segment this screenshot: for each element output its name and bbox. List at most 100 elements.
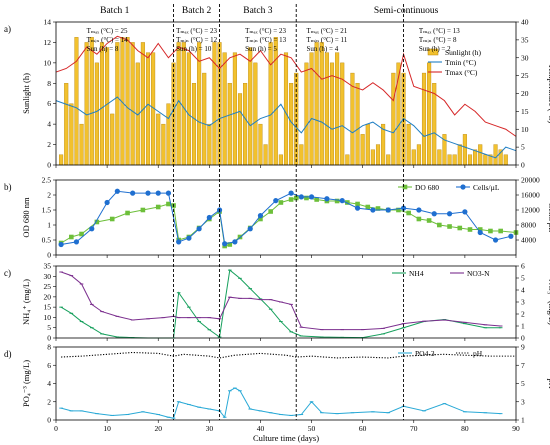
sunlight-bar [273,37,278,166]
y-left-tick-label: 6 [47,361,51,370]
series-point-0 [426,218,432,223]
sunlight-bar [360,134,365,166]
series-line-1 [61,351,516,359]
series-point-1 [288,190,294,196]
series-point-0 [488,228,493,234]
y-left-tick-label: 0 [47,416,51,425]
series-point-1 [257,213,264,219]
legend-label: NO3-N [467,269,490,278]
y-right-tick-label: 6 [521,262,525,271]
sunlight-bar [253,62,258,166]
series-point-0 [166,201,171,207]
sunlight-bar [304,62,309,166]
sunlight-bar [411,149,416,166]
sunlight-bar [186,52,191,166]
plot-frame [55,265,517,339]
sunlight-bar [110,113,115,166]
sunlight-bar [191,83,197,166]
sunlight-bar [222,52,227,166]
sunlight-bar [64,83,69,166]
y-right-tick-label: 20 [521,89,529,98]
sunlight-bar [314,42,319,166]
annotation-sun: Sun (h) = 10 [176,45,212,53]
y-axis-label-left: OD 680 nm [21,197,31,238]
series-point-1 [339,198,345,204]
y-left-tick-label: 20 [44,292,52,301]
x-tick-label: 0 [54,424,58,433]
sunlight-bar [243,83,248,166]
sunlight-bar [370,149,375,166]
y-axis-label-left: PO₄⁻³ (mg/L) [21,360,31,407]
legend-marker [402,184,408,190]
series-point-1 [385,207,391,213]
sunlight-bar [258,123,263,166]
y-left-tick-label: 15 [44,303,52,312]
series-point-1 [222,241,228,247]
phase-title-1: Batch 2 [182,6,212,16]
series-point-0 [467,227,473,232]
series-point-0 [375,206,381,211]
legend-label: NH4 [409,269,424,278]
legend: NH4 NO3-N [392,269,490,278]
sunlight-bar [299,144,304,166]
y-right-tick-label: 5 [521,274,525,283]
legend-label: DO 680 [415,183,439,192]
annotation-sun: Sun (h) = 8 [87,45,119,53]
plot-frame [55,179,517,256]
y-left-tick-label: 14 [44,18,52,27]
sunlight-bar [89,37,94,166]
sunlight-bar [483,154,488,166]
y-right-tick-label: 9 [521,343,525,352]
sunlight-bar [503,154,508,166]
series-point-0 [94,219,100,225]
x-axis-label: Culture time (days) [253,433,319,443]
sunlight-bar [467,154,473,166]
series-point-0 [278,200,284,205]
x-tick-label: 50 [308,424,316,433]
y-axis-label-left: Sunlight (h) [21,73,31,114]
y-axis-label-right: Cells/µL [547,203,550,233]
panel-c: c)NH₄⁺ (mg/L) NO₃⁻ (mg/L)0510152025303501… [4,262,550,343]
series-point-1 [400,205,407,211]
series-point-1 [73,239,80,245]
sunlight-bar [99,42,105,166]
x-tick-label: 40 [257,424,265,433]
y-left-tick-label: 1 [47,221,51,230]
series-point-1 [186,235,192,241]
y-left-tick-label: 25 [44,282,52,291]
series-point-0 [477,227,483,232]
sunlight-bar [324,52,329,166]
y-right-tick-label: 15 [521,107,529,116]
legend-label: Tmin (°C) [445,58,477,67]
series-point-1 [165,190,172,196]
series-point-0 [69,234,74,240]
sunlight-bar [79,123,84,166]
series-point-0 [125,210,130,216]
series-point-0 [345,200,350,205]
sunlight-bar [237,93,243,166]
series-line-0 [55,96,517,159]
series-point-1 [273,198,279,204]
y-left-tick-label: 4 [47,120,51,129]
y-right-tick-label: 3 [521,397,525,406]
y-left-tick-label: 12 [44,38,52,47]
y-left-tick-label: 8 [47,79,51,88]
sunlight-bar [345,154,350,166]
series-point-0 [416,216,422,222]
y-right-tick-label: 40 [521,18,529,27]
y-right-tick-label: 16000 [521,191,540,200]
annotation-sun: Sun (h) = 5 [245,45,277,53]
y-left-tick-label: 0 [47,251,51,260]
legend: PO4-3 pH [398,349,483,358]
legend-label: Sunlight (h) [445,48,482,57]
y-left-tick-label: 1.5 [42,206,52,215]
y-left-tick-label: 6 [47,99,51,108]
y-right-tick-label: 30 [521,53,529,62]
annotation-tmax: Tₘₐₓ (°C) = 21 [306,27,347,35]
phase-title-2: Batch 3 [243,6,273,16]
sunlight-bar [125,37,130,166]
panel-letter: a) [4,24,11,34]
